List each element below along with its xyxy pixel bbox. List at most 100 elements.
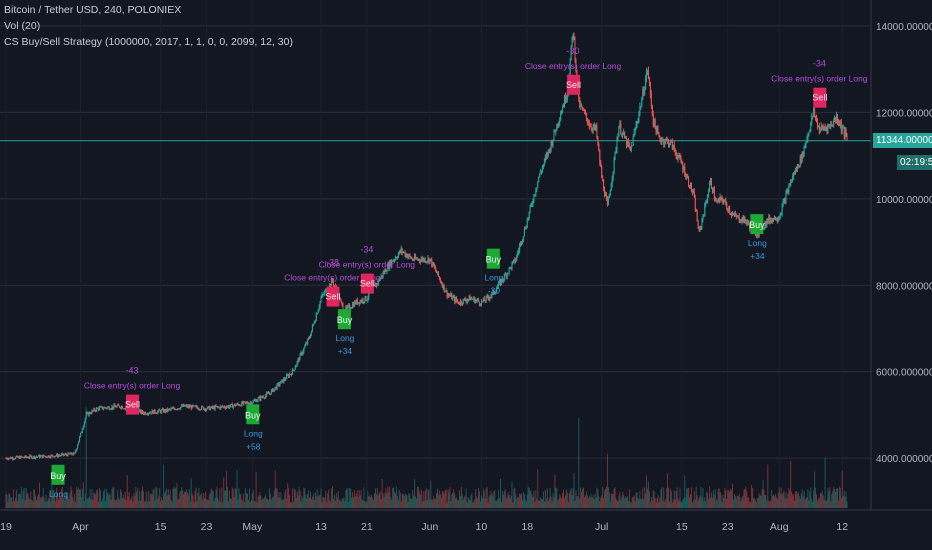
volume-bar: [614, 487, 616, 508]
volume-bar: [714, 489, 716, 508]
volume-bar: [331, 488, 333, 508]
candle-body: [770, 219, 772, 222]
volume-bar: [306, 498, 308, 508]
volume-bar: [652, 490, 654, 508]
volume-bar: [123, 498, 125, 508]
volume-bar: [617, 501, 619, 508]
candle-body: [173, 407, 175, 409]
candle-body: [29, 455, 31, 458]
candle-body: [502, 279, 504, 281]
candle-body: [223, 406, 225, 408]
volume-bar: [470, 495, 472, 508]
buy-signal-note: Long: [49, 489, 68, 499]
candle-body: [552, 139, 554, 146]
candle-body: [221, 406, 223, 408]
volume-bar: [659, 497, 661, 508]
volume-bar: [464, 495, 466, 508]
candle-body: [717, 199, 719, 201]
volume-bar: [560, 496, 562, 508]
candle-body: [400, 248, 402, 253]
volume-bar: [145, 491, 147, 508]
volume-bar: [690, 487, 692, 508]
candle-body: [827, 125, 829, 132]
candle-body: [17, 456, 19, 458]
candle-body: [318, 306, 320, 310]
volume-bar: [218, 500, 220, 508]
candle-body: [124, 407, 126, 409]
volume-bar: [636, 492, 638, 508]
volume-bar: [377, 495, 379, 508]
volume-bar: [235, 488, 237, 508]
time-axis[interactable]: 19 Apr 15 23 May 13 21 Jun 10 18 Jul 15 23 Aug 12: [0, 521, 848, 533]
volume-bar: [103, 489, 105, 508]
candle-body: [213, 406, 215, 410]
volume-bar: [230, 499, 232, 508]
volume-bar: [634, 501, 636, 508]
candle-body: [394, 259, 396, 261]
volume-bar: [331, 486, 333, 508]
candle-body: [553, 130, 555, 140]
candle-body: [159, 409, 161, 411]
volume-bar: [629, 502, 631, 508]
volume-bar: [339, 499, 341, 508]
volume-bar: [495, 500, 497, 508]
volume-bar: [774, 493, 776, 508]
candle-body: [146, 414, 148, 416]
candle-body: [281, 379, 283, 381]
buy-signal-pl: +34: [338, 346, 353, 356]
candle-body: [365, 296, 367, 301]
volume-bar: [473, 501, 475, 508]
candle-body: [280, 380, 282, 384]
volume-bar: [47, 499, 49, 508]
volume-bar: [223, 477, 225, 508]
candle-body: [58, 455, 60, 457]
candle-body: [245, 401, 247, 403]
candle-body: [203, 407, 205, 410]
candle-body: [810, 122, 812, 130]
candle-body: [841, 127, 843, 131]
volume-bar: [259, 491, 261, 508]
candle-body: [349, 305, 351, 309]
candles[interactable]: [5, 32, 848, 461]
sell-signal-marker: [567, 74, 581, 95]
volume-bar: [763, 489, 765, 508]
volume-bar: [221, 487, 223, 508]
candle-body: [56, 454, 58, 456]
volume-bar: [196, 501, 198, 508]
volume-bar: [505, 498, 507, 508]
volume-bar: [405, 495, 407, 508]
volume-bar: [20, 486, 22, 508]
candle-body: [218, 406, 220, 408]
candle-body: [347, 305, 349, 308]
last-price-label: 11344.00000000: [873, 132, 932, 148]
candle-body: [749, 224, 751, 230]
price-axis[interactable]: 4000.000000006000.000000008000.000000001…: [876, 22, 932, 465]
volume-bar: [781, 494, 783, 508]
volume-bar: [318, 495, 320, 508]
candle-body: [729, 208, 731, 214]
candle-body: [413, 260, 415, 262]
candle-body: [797, 164, 799, 168]
volume-bar: [442, 491, 444, 508]
candle-body: [792, 176, 794, 181]
candle-body: [101, 406, 103, 410]
candle-body: [741, 217, 743, 222]
candle-body: [67, 452, 69, 457]
volume-bar: [545, 498, 547, 508]
volume-bar: [661, 487, 663, 508]
volume-bar: [717, 489, 719, 508]
volume-bar: [34, 489, 36, 508]
volume-bar: [135, 486, 137, 508]
volume-bar: [535, 490, 537, 508]
candle-body: [648, 77, 650, 84]
candle-body: [200, 409, 202, 411]
sell-signal-label: Sell: [812, 93, 827, 103]
volume-bar: [696, 495, 698, 508]
volume-bar: [514, 488, 516, 508]
candle-body: [654, 119, 656, 127]
volume-bar: [721, 502, 723, 508]
volume-bar: [773, 494, 775, 508]
candle-body: [330, 284, 332, 287]
volume-bar: [60, 489, 62, 508]
